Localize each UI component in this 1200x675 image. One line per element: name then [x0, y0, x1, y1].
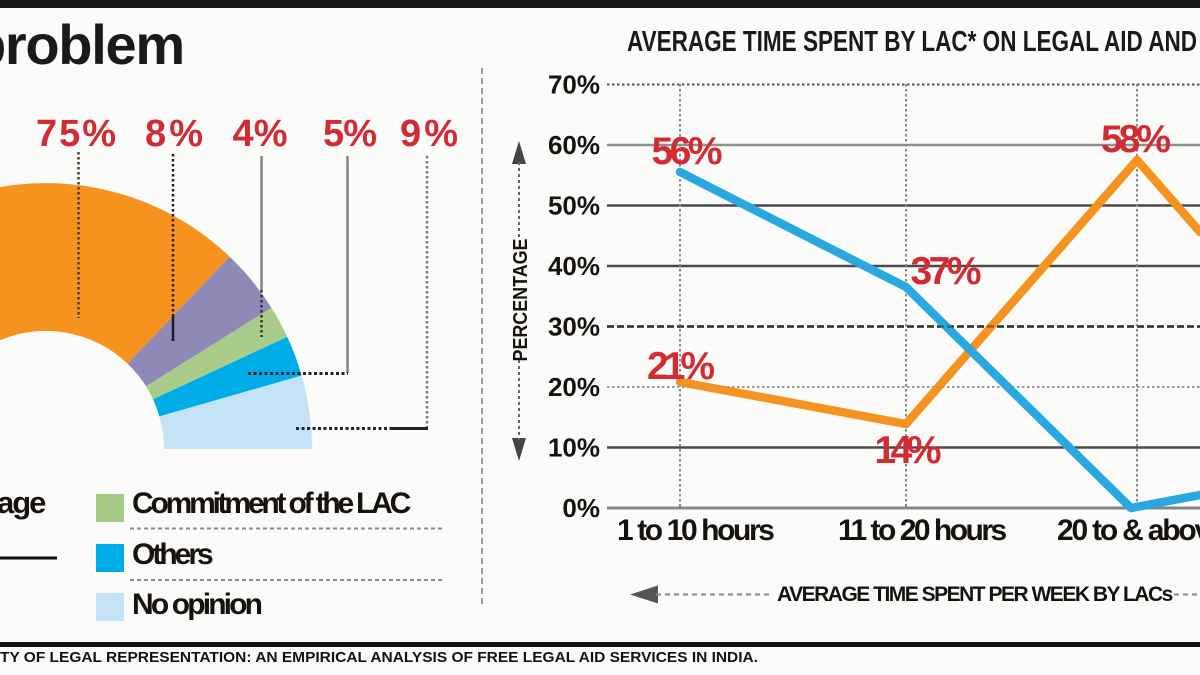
svg-text:0%: 0% [562, 493, 600, 523]
svg-text:5%: 5% [323, 113, 377, 155]
svg-text:AVERAGE TIME SPENT PER WEEK BY: AVERAGE TIME SPENT PER WEEK BY LACs [777, 583, 1173, 606]
svg-text:58%: 58% [1101, 118, 1171, 161]
svg-text:20 to & above: 20 to & above [1057, 514, 1200, 547]
svg-text:4%: 4% [233, 113, 288, 155]
svg-text:1 to 10 hours: 1 to 10 hours [617, 514, 774, 547]
svg-text:Commitment of the LAC: Commitment of the LAC [132, 487, 411, 520]
svg-text:14%: 14% [875, 429, 942, 472]
svg-text:30%: 30% [548, 312, 600, 342]
svg-text:40%: 40% [548, 251, 600, 281]
svg-text:75%: 75% [36, 113, 116, 155]
svg-text:11 to 20 hours: 11 to 20 hours [838, 514, 1007, 547]
svg-text:8%: 8% [145, 113, 203, 155]
svg-text:No opinion: No opinion [132, 588, 262, 621]
svg-text:50%: 50% [548, 191, 600, 221]
svg-text:21%: 21% [647, 345, 715, 388]
svg-text:37%: 37% [911, 250, 982, 293]
svg-text:56%: 56% [652, 130, 723, 173]
svg-text:10%: 10% [548, 433, 600, 463]
svg-text:PERCENTAGE: PERCENTAGE [510, 239, 532, 362]
svg-text:20%: 20% [548, 372, 600, 402]
svg-text:Others: Others [132, 538, 213, 571]
svg-text:9%: 9% [400, 113, 458, 155]
svg-text:TY OF LEGAL REPRESENTATION: AN: TY OF LEGAL REPRESENTATION: AN EMPIRICAL… [0, 649, 758, 666]
svg-text:70%: 70% [548, 70, 600, 100]
svg-text:problem: problem [0, 13, 184, 76]
svg-text:age: age [0, 485, 46, 520]
svg-text:AVERAGE TIME SPENT BY LAC* ON: AVERAGE TIME SPENT BY LAC* ON LEGAL AID … [627, 26, 1197, 58]
svg-text:60%: 60% [548, 130, 600, 160]
